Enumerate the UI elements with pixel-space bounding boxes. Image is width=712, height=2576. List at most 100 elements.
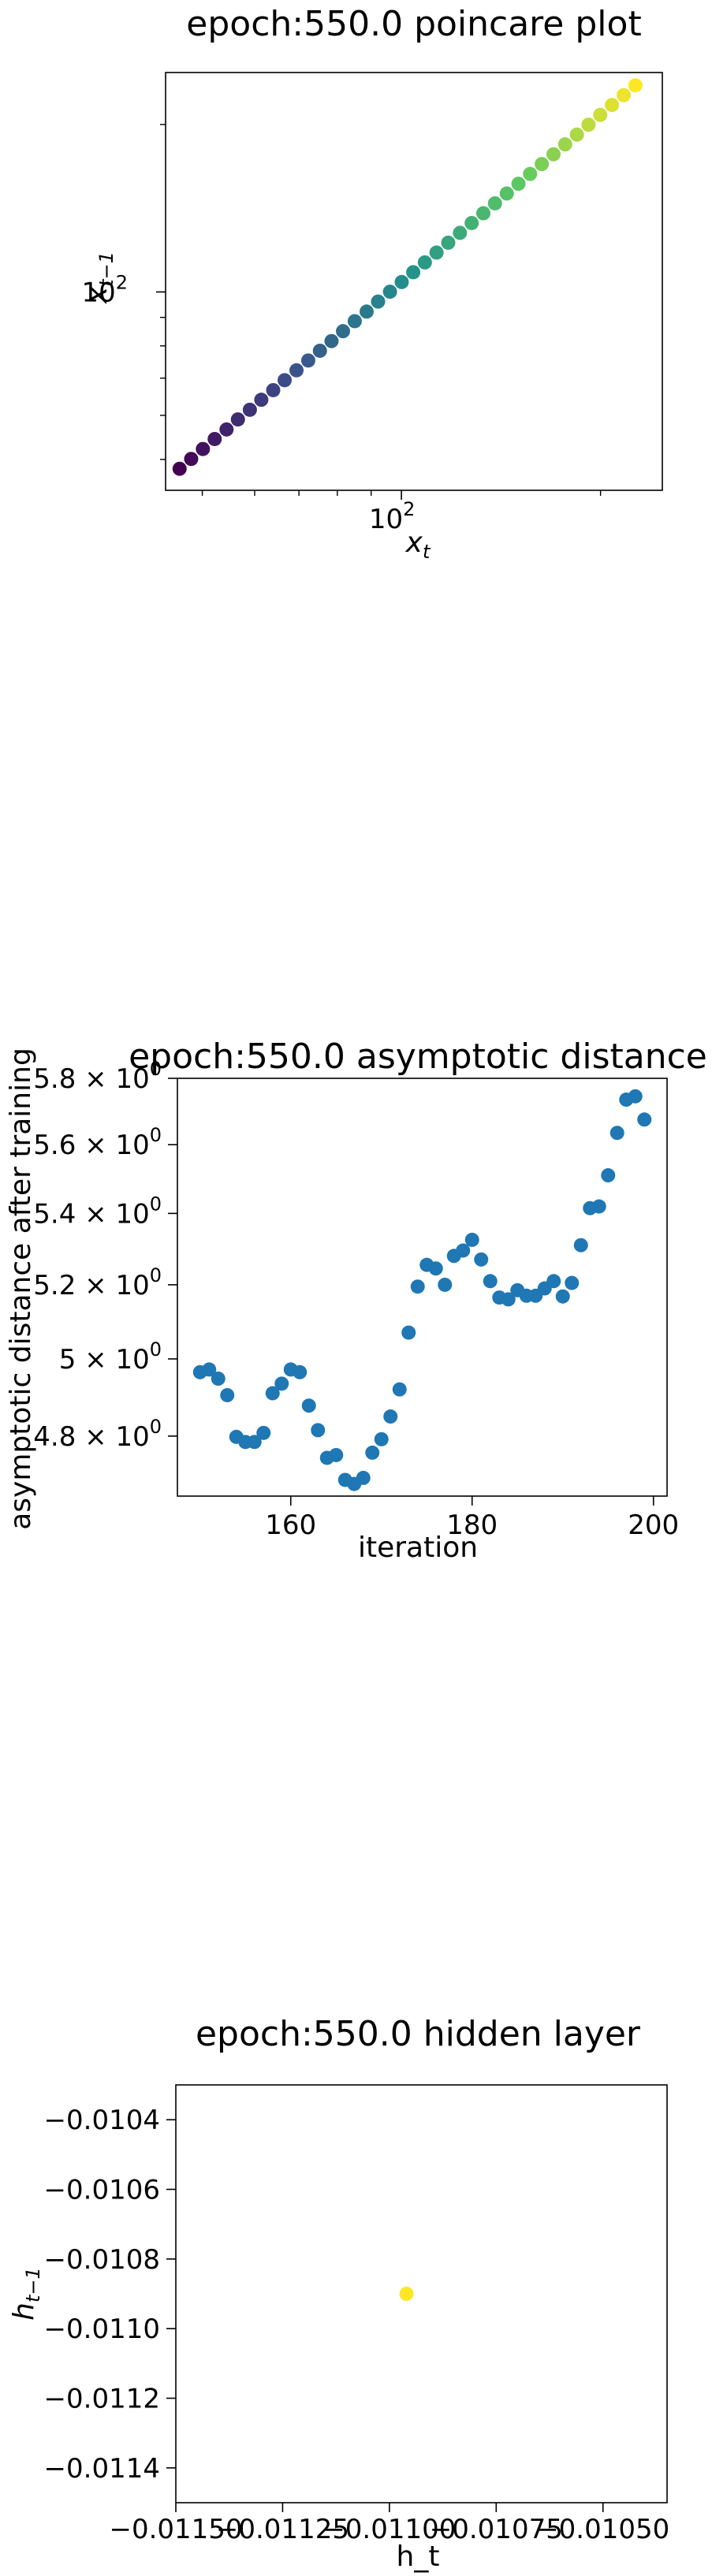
data-point <box>555 1289 570 1304</box>
data-point <box>394 274 409 289</box>
data-point <box>453 225 468 240</box>
data-point <box>374 1431 389 1446</box>
y-tick-exp: 0 <box>150 1193 162 1215</box>
x-tick-base: 10 <box>369 504 403 535</box>
data-point <box>581 117 596 132</box>
data-point <box>399 2287 414 2301</box>
data-point <box>196 441 211 456</box>
y-tick-exp: 0 <box>150 1124 162 1146</box>
y-tick-mantissa: 5.8 <box>33 1063 76 1095</box>
data-point <box>207 431 222 446</box>
data-point <box>312 343 327 358</box>
data-point <box>523 166 538 181</box>
x-tick-label: −0.01100 <box>322 2514 456 2545</box>
data-point <box>637 1112 652 1127</box>
data-point <box>256 1425 271 1440</box>
data-point <box>546 147 561 162</box>
y-tick-base: 10 <box>81 277 115 308</box>
data-point <box>573 1238 588 1253</box>
data-point <box>456 1243 471 1258</box>
asymptotic-distance-chart: epoch:550.0 asymptotic distance 160 180 200… <box>5 1037 707 1564</box>
data-point <box>628 1089 643 1104</box>
data-point <box>628 78 643 93</box>
y-tick-mantissa: 5.4 <box>33 1198 76 1230</box>
data-point <box>392 1382 407 1397</box>
y-tick-label: −0.0104 <box>44 2105 160 2136</box>
data-point <box>535 157 550 172</box>
data-point <box>382 285 397 300</box>
data-point <box>406 265 421 280</box>
data-point <box>383 1409 398 1424</box>
data-point <box>242 402 257 417</box>
x-axis-label: xt <box>405 527 431 563</box>
data-point <box>211 1372 226 1387</box>
data-point <box>499 186 514 201</box>
plot-frame <box>175 2084 668 2503</box>
y-tick-label: 5.2 × 100 <box>33 1264 162 1301</box>
data-point <box>428 1261 443 1276</box>
x-tick-label: −0.01150 <box>109 2514 242 2545</box>
data-point <box>301 1398 316 1413</box>
data-point <box>609 1126 624 1141</box>
y-tick-label: −0.0110 <box>44 2314 160 2345</box>
y-tick-label: −0.0106 <box>44 2175 160 2206</box>
y-tick-mantissa: 4.8 <box>33 1421 76 1453</box>
data-point <box>230 412 245 427</box>
data-point <box>464 1232 479 1247</box>
plot-frame <box>177 1078 668 1497</box>
data-point <box>429 245 444 260</box>
data-point <box>336 324 351 339</box>
data-point <box>601 1168 616 1183</box>
data-point <box>247 1435 262 1450</box>
data-point <box>289 363 304 378</box>
data-point <box>365 1445 380 1460</box>
y-tick-exp: 0 <box>150 1264 162 1286</box>
data-point <box>569 127 584 142</box>
data-point <box>329 1447 344 1462</box>
y-tick-label: −0.0114 <box>44 2453 160 2485</box>
y-tick-exp: 2 <box>116 271 128 293</box>
data-point <box>184 452 199 467</box>
y-tick-label: 5 × 100 <box>59 1338 162 1375</box>
chart-title: epoch:550.0 asymptotic distance <box>129 1037 707 1077</box>
x-tick-label: 102 <box>369 498 416 535</box>
data-point <box>565 1275 580 1290</box>
data-point <box>360 304 375 319</box>
data-point <box>219 422 234 437</box>
y-tick-mantissa: 5 <box>59 1344 76 1375</box>
data-point <box>546 1274 561 1289</box>
y-tick-label: 102 <box>81 271 128 308</box>
y-tick-mantissa: 5.2 <box>33 1270 76 1301</box>
y-axis-label: ht−1 <box>8 2267 44 2321</box>
data-point <box>371 294 386 309</box>
data-point <box>617 87 632 102</box>
data-point <box>464 215 479 230</box>
y-tick-mantissa: 5.6 <box>33 1130 76 1161</box>
data-point <box>300 353 315 368</box>
y-tick-label: −0.0108 <box>44 2244 160 2276</box>
data-point <box>483 1274 498 1289</box>
x-tick-exp: 2 <box>403 498 415 520</box>
chart-title: epoch:550.0 poincare plot <box>186 4 641 44</box>
data-point <box>474 1252 489 1267</box>
x-tick-label: 180 <box>446 1509 498 1541</box>
data-point <box>438 1277 453 1292</box>
data-point <box>266 382 281 397</box>
x-axis-label: iteration <box>358 1532 478 1564</box>
y-axis-label: asymptotic distance after training <box>5 1048 37 1530</box>
x-tick-label: 160 <box>265 1509 316 1541</box>
y-tick-label: −0.0112 <box>44 2384 160 2415</box>
data-point <box>410 1279 425 1294</box>
data-point <box>254 393 269 408</box>
data-point <box>475 206 490 221</box>
data-point <box>605 98 620 113</box>
data-point <box>202 1362 217 1377</box>
hidden-layer-chart: epoch:550.0 hidden layer −0.01150−0.01125… <box>8 2014 669 2573</box>
data-point <box>511 177 526 192</box>
data-point <box>591 1199 606 1214</box>
data-point <box>278 373 293 388</box>
data-point <box>274 1376 289 1391</box>
plot-frame <box>165 72 663 491</box>
data-point <box>293 1364 308 1379</box>
